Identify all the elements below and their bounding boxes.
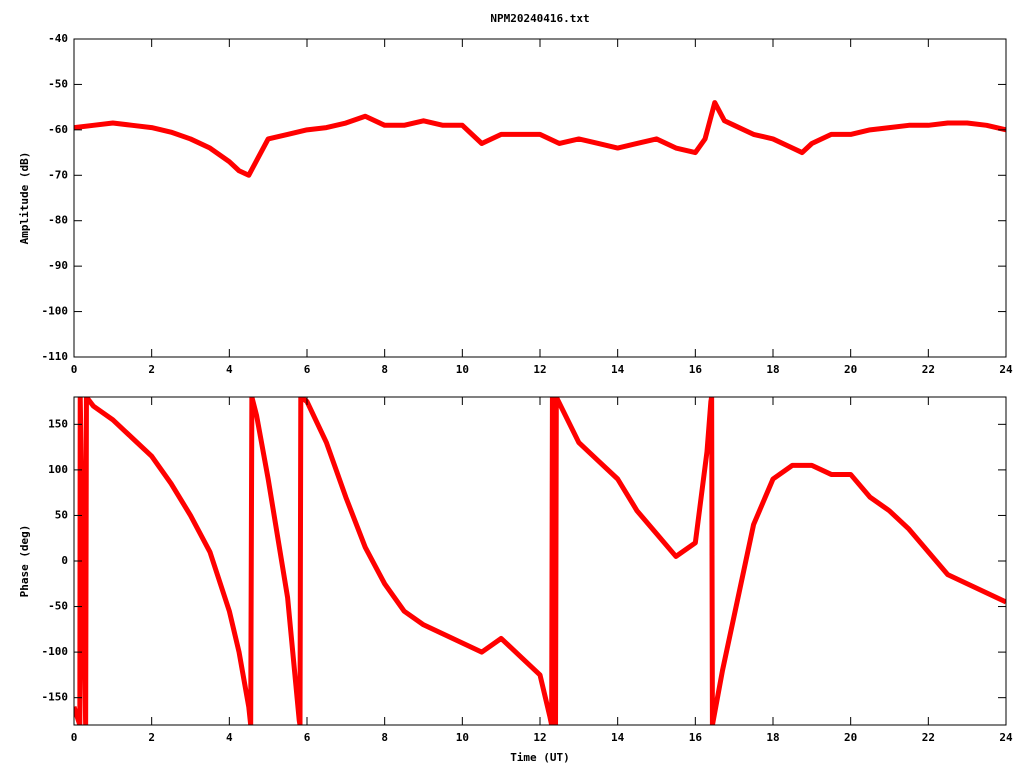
y-tick-label: 150 — [48, 417, 68, 430]
x-tick-label: 4 — [226, 363, 233, 376]
x-tick-label: 6 — [304, 731, 311, 744]
x-tick-label: 2 — [148, 363, 155, 376]
y-tick-label: -60 — [48, 123, 68, 136]
data-line — [74, 397, 1006, 725]
y-tick-label: -70 — [48, 168, 68, 181]
y-axis-label: Amplitude (dB) — [18, 152, 31, 245]
y-tick-label: -100 — [42, 305, 69, 318]
x-tick-label: 4 — [226, 731, 233, 744]
x-tick-label: 20 — [844, 363, 857, 376]
x-tick-label: 10 — [456, 731, 469, 744]
y-tick-label: 0 — [61, 554, 68, 567]
x-tick-label: 12 — [533, 363, 546, 376]
x-tick-label: 2 — [148, 731, 155, 744]
x-tick-label: 0 — [71, 363, 78, 376]
x-tick-label: 0 — [71, 731, 78, 744]
y-tick-label: 100 — [48, 463, 68, 476]
x-tick-label: 6 — [304, 363, 311, 376]
x-tick-label: 10 — [456, 363, 469, 376]
y-tick-label: -150 — [42, 691, 69, 704]
y-tick-label: -110 — [42, 350, 69, 363]
x-tick-label: 22 — [922, 731, 935, 744]
x-tick-label: 24 — [999, 731, 1013, 744]
y-axis-label: Phase (deg) — [18, 525, 31, 598]
chart-title: NPM20240416.txt — [490, 12, 589, 25]
x-tick-label: 16 — [689, 363, 703, 376]
x-tick-label: 20 — [844, 731, 857, 744]
data-line — [74, 100, 1006, 178]
x-tick-label: 18 — [766, 363, 779, 376]
x-tick-label: 24 — [999, 363, 1013, 376]
x-axis-label: Time (UT) — [510, 751, 570, 764]
y-tick-label: -50 — [48, 600, 68, 613]
x-tick-label: 12 — [533, 731, 546, 744]
y-tick-label: -80 — [48, 214, 68, 227]
y-tick-label: -100 — [42, 645, 69, 658]
y-tick-label: 50 — [55, 508, 68, 521]
x-tick-label: 22 — [922, 363, 935, 376]
y-tick-label: -90 — [48, 259, 68, 272]
x-tick-label: 18 — [766, 731, 779, 744]
x-tick-label: 14 — [611, 363, 625, 376]
x-tick-label: 14 — [611, 731, 625, 744]
x-tick-label: 16 — [689, 731, 703, 744]
x-tick-label: 8 — [381, 731, 388, 744]
y-tick-label: -50 — [48, 77, 68, 90]
x-tick-label: 8 — [381, 363, 388, 376]
y-tick-label: -40 — [48, 32, 68, 45]
